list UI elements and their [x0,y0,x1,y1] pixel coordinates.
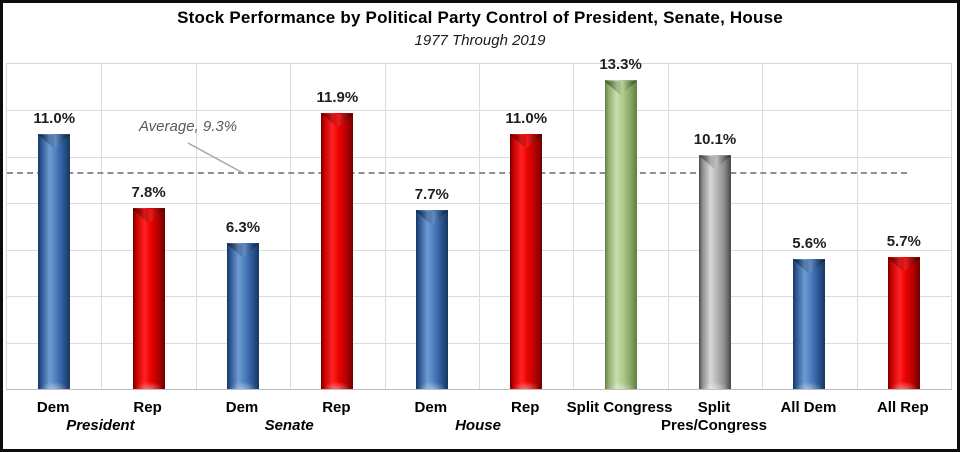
x-tick-label: Split Pres/Congress [661,399,767,434]
gridline-v [479,64,480,389]
bar-split-pres-congress [699,154,731,389]
bar-top-bevel [415,211,448,226]
x-axis: Dem Rep Dem Rep Dem Rep Split Congress Split Pre… [6,389,950,447]
bar-bottom-bevel [227,380,259,389]
gridline-v [856,64,858,389]
gridline-v [384,64,386,389]
bar-bottom-bevel [604,380,637,389]
bar-bottom-bevel [887,380,920,389]
bar-value-label: 13.3% [599,56,642,74]
bar-dem [227,242,259,389]
gridline-v [195,64,197,389]
bar-top-bevel [793,260,826,274]
bar-bottom-bevel [38,380,71,389]
gridline-v [101,64,103,389]
bar-value-label: 5.6% [792,235,827,252]
bar-value-label: 7.8% [131,183,166,201]
x-tick-label-line2: Pres/Congress [661,417,767,434]
x-group-label-house: House [455,417,501,434]
bar-bottom-bevel [321,380,354,389]
bar-top-bevel [38,134,71,149]
x-tick-label: Dem [225,399,259,416]
bar-all-dem [793,259,826,389]
x-tick-label: Rep [511,399,540,416]
bar-top-bevel [227,243,259,258]
x-group-label-senate: Senate [264,417,314,434]
bar-all-rep [887,256,920,389]
bar-top-bevel [887,257,920,272]
bar-rep [132,207,165,389]
bar-value-label: 11.0% [33,109,76,127]
bar-top-bevel [510,134,543,149]
bar-rep [510,133,543,389]
x-tick-label: Dem [414,399,448,416]
average-label: Average, 9.3% [138,118,238,135]
bar-bottom-bevel [793,380,826,389]
bar-value-label: 5.7% [886,232,921,250]
x-tick-label: All Dem [780,399,837,416]
bar-value-label: 11.9% [316,88,359,106]
x-tick-label: Rep [322,399,351,416]
bar-dem [415,210,448,389]
x-tick-label: Dem [36,399,70,416]
bar-top-bevel [321,113,354,128]
chart-title: Stock Performance by Political Party Con… [177,8,783,27]
x-group-label-president: President [66,417,135,434]
average-dashed-line [7,172,907,175]
bar-value-label: 6.3% [225,218,261,236]
bar-bottom-bevel [415,380,448,389]
x-tick-label: All Rep [876,399,929,416]
bar-split-congress [604,80,637,389]
gridline-v [290,64,292,389]
bar-top-bevel [132,208,165,223]
gridline-v [667,64,669,389]
bar-bottom-bevel [510,380,543,389]
bar-value-label: 11.0% [505,109,548,127]
bar-bottom-bevel [699,380,731,389]
bar-dem [38,133,71,389]
bar-top-bevel [699,155,731,170]
plot-area: Average, 9.3% 11.0% 7.8% 6.3% 11.9% 7.7% 11.0… [6,56,952,390]
chart-subtitle: 1977 Through 2019 [414,32,546,49]
gridline-v [762,64,764,389]
bar-top-bevel [604,81,637,96]
bar-value-label: 7.7% [414,186,449,204]
x-tick-label: Split Congress [566,399,673,416]
bar-bottom-bevel [132,380,165,389]
gridline-v [573,64,575,389]
bar-rep [321,112,354,389]
x-tick-label: Rep [133,399,162,416]
bar-value-label: 10.1% [693,130,737,148]
